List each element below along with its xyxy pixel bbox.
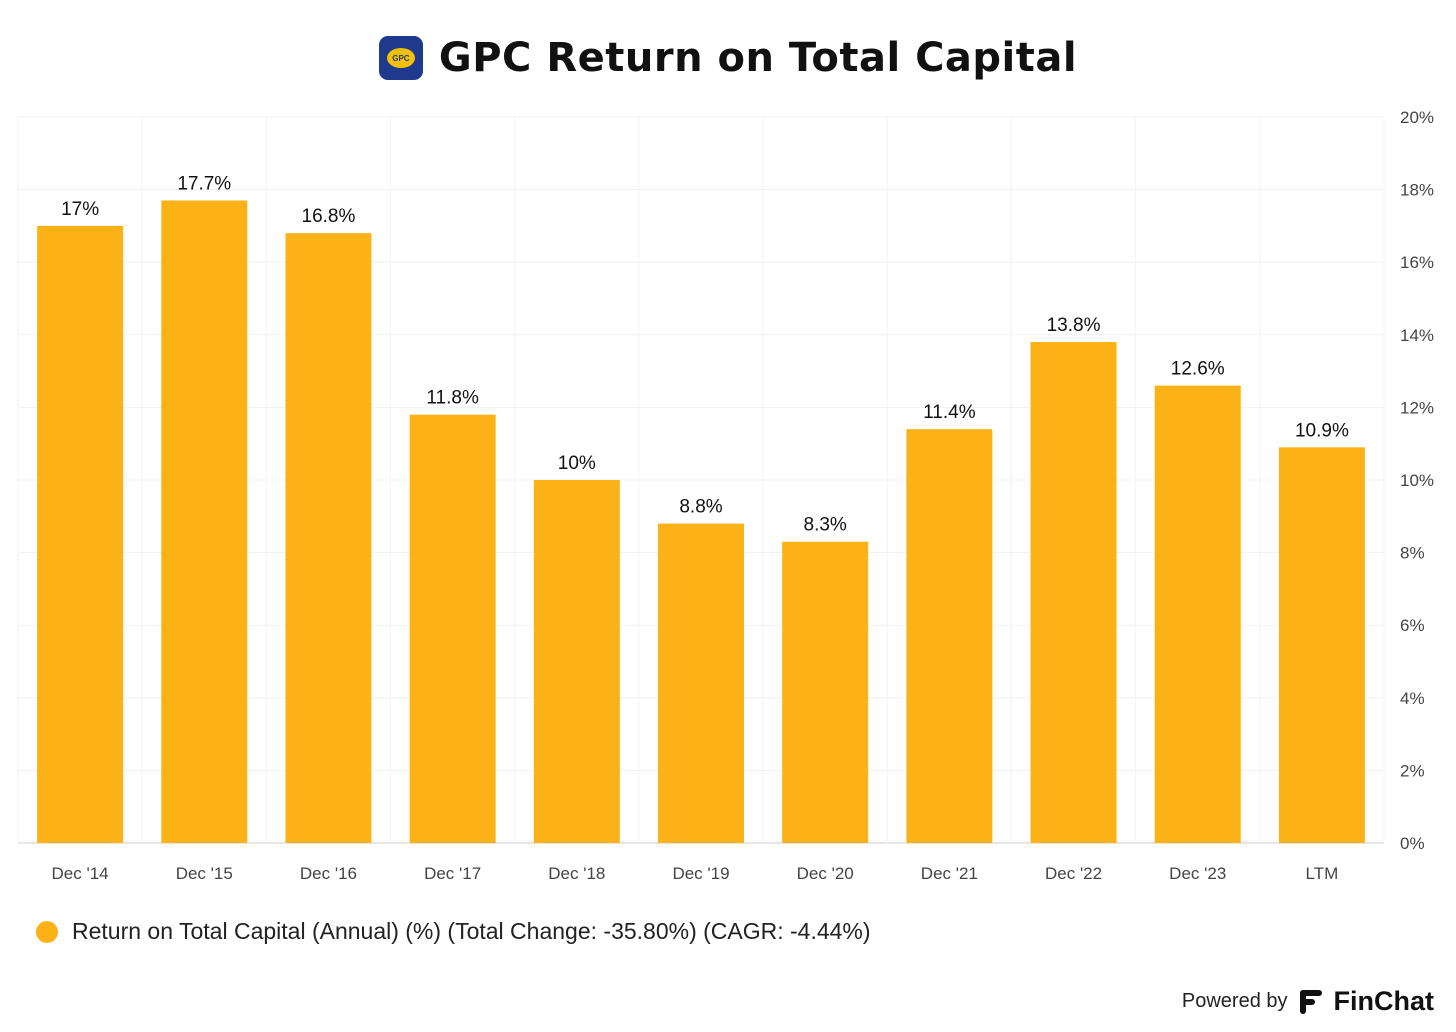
bar[interactable] <box>285 233 372 843</box>
y-tick-label: 0% <box>1400 834 1425 853</box>
footer-attribution: Powered by FinChat <box>1182 986 1434 1017</box>
bar-value-label: 17% <box>61 199 99 220</box>
chart-header: GPC GPC Return on Total Capital <box>0 30 1456 86</box>
y-tick-label: 18% <box>1400 181 1434 200</box>
bar-value-label: 11.4% <box>923 402 976 423</box>
y-tick-label: 12% <box>1400 398 1434 417</box>
legend-label: Return on Total Capital (Annual) (%) (To… <box>72 918 871 944</box>
bar[interactable] <box>37 225 124 843</box>
y-tick-label: 10% <box>1400 471 1434 490</box>
x-axis-labels: Dec '14 Dec '15 Dec '16 Dec '17 Dec '18 Dec '… <box>52 864 1339 883</box>
bar-value-label: 8.3% <box>804 515 847 536</box>
bar-value-label: 8.8% <box>679 497 722 518</box>
bar-value-label: 12.6% <box>1171 359 1225 380</box>
x-tick-label: Dec '22 <box>1045 864 1102 883</box>
bar-value-label: 16.8% <box>302 206 356 227</box>
bar[interactable] <box>1030 342 1117 843</box>
bar-value-label: 17.7% <box>177 173 231 194</box>
chart-title: GPC Return on Total Capital <box>438 35 1078 81</box>
bar[interactable] <box>906 429 993 843</box>
gpc-logo-mark: GPC <box>386 48 415 68</box>
bars <box>37 200 1365 844</box>
x-tick-label: Dec '15 <box>176 864 233 883</box>
bar[interactable] <box>1154 385 1241 843</box>
y-tick-label: 2% <box>1400 761 1425 780</box>
bar[interactable] <box>782 541 869 843</box>
y-tick-label: 20% <box>1400 108 1434 127</box>
finchat-brand: FinChat <box>1333 986 1435 1016</box>
x-tick-label: Dec '17 <box>424 864 481 883</box>
bar[interactable] <box>658 523 744 843</box>
x-tick-label: Dec '19 <box>672 864 729 883</box>
legend: Return on Total Capital (Annual) (%) (To… <box>36 918 871 945</box>
y-tick-label: 6% <box>1400 616 1425 635</box>
gpc-logo-icon: GPC <box>378 36 423 80</box>
powered-by-text: Powered by <box>1181 990 1288 1012</box>
bar-value-label: 11.8% <box>426 388 479 409</box>
y-tick-label: 4% <box>1400 689 1425 708</box>
x-tick-label: LTM <box>1306 864 1339 883</box>
x-tick-label: Dec '23 <box>1169 864 1226 883</box>
x-tick-label: Dec '14 <box>52 864 109 883</box>
bar[interactable] <box>161 200 248 844</box>
x-tick-label: Dec '18 <box>548 864 605 883</box>
x-tick-label: Dec '16 <box>300 864 357 883</box>
bar-value-label: 13.8% <box>1047 315 1101 336</box>
legend-swatch-icon <box>36 920 58 943</box>
x-tick-label: Dec '20 <box>797 864 854 883</box>
finchat-logo-icon <box>1299 989 1322 1014</box>
bar[interactable] <box>533 480 620 843</box>
bar-labels: 17% 17.7% 16.8% 11.8% 10% 8.8% 8.3% 11.4% 13.8% 1… <box>61 173 1349 535</box>
bar-value-label: 10.9% <box>1295 420 1349 441</box>
y-axis-labels: 0% 2% 4% 6% 8% 10% 12% 14% 16% 18% 20% <box>1400 108 1434 853</box>
y-tick-label: 16% <box>1400 253 1434 272</box>
bar[interactable] <box>1278 447 1365 843</box>
bar-value-label: 10% <box>558 453 596 474</box>
y-tick-label: 14% <box>1400 326 1434 345</box>
bar[interactable] <box>409 414 496 843</box>
x-tick-label: Dec '21 <box>921 864 978 883</box>
y-tick-label: 8% <box>1400 544 1425 563</box>
